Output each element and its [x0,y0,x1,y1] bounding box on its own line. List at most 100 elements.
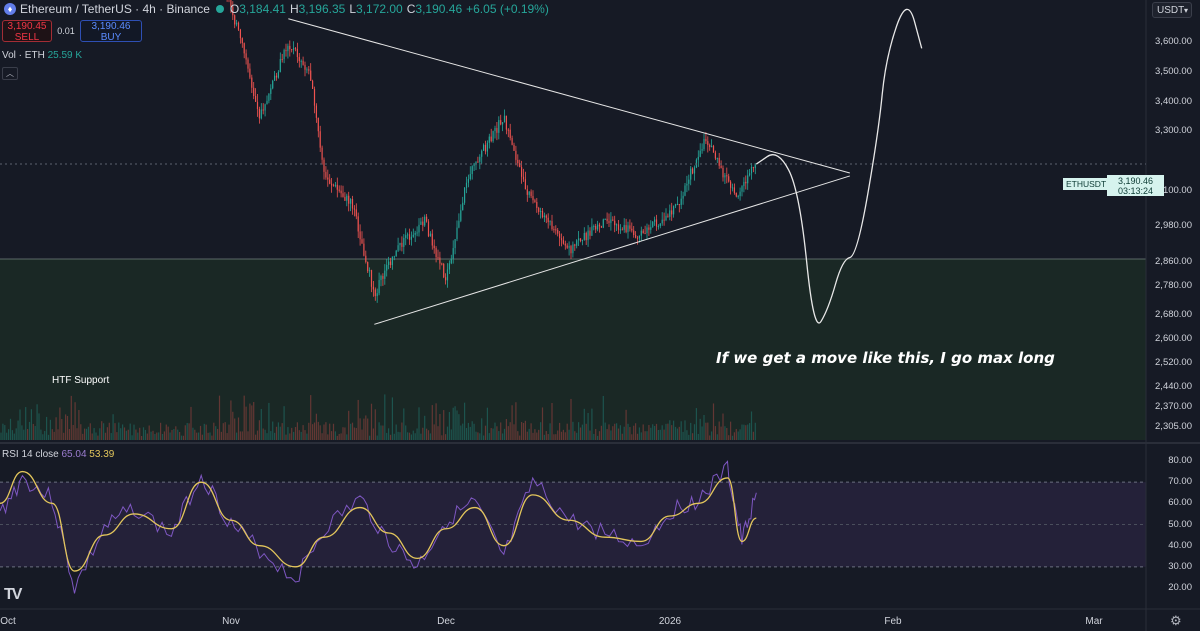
candle-body [553,229,555,231]
volume-bar [348,410,350,440]
volume-bar [106,427,108,440]
volume-bar [401,422,403,440]
volume-bar [583,408,585,440]
volume-bar [283,406,285,440]
volume-legend[interactable]: Vol · ETH 25.59 K [2,50,82,61]
candle-body [648,227,650,230]
volume-bar [245,406,247,440]
volume-bar [616,423,618,440]
volume-bar [686,430,688,440]
volume-bar [160,422,162,440]
candle-body [488,136,490,143]
currency-selector[interactable]: USDT ▾ [1152,2,1192,18]
candle-body [720,165,722,168]
volume-bar [55,417,57,440]
candle-body [716,157,718,159]
candle-body [627,225,629,233]
volume-bar [500,422,502,440]
collapse-chevron-icon[interactable]: ︿ [2,67,18,80]
volume-bar [163,431,165,440]
volume-bar [384,394,386,440]
volume-bar [144,429,146,440]
candle-body [709,145,711,148]
settings-gear-icon[interactable]: ⚙ [1170,613,1182,628]
volume-bar [692,433,694,440]
volume-bar [272,421,274,440]
candle-body [239,29,241,39]
volume-bar [44,431,46,440]
symbol-title[interactable]: Ethereum / TetherUS · 4h · Binance [20,2,210,16]
volume-bar [154,433,156,440]
volume-bar [426,428,428,440]
candle-body [393,256,395,258]
volume-bar [604,422,606,440]
volume-bar [574,431,576,440]
candle-body [304,64,306,70]
candle-body [361,239,363,244]
volume-bar [171,429,173,440]
volume-bar [471,421,473,440]
volume-bar [465,427,468,440]
volume-bar [481,418,483,440]
volume-bar [161,433,164,440]
candle-body [650,227,652,230]
volume-bar [695,408,697,440]
volume-bar [217,428,219,440]
candle-body [644,233,646,235]
volume-bar [9,418,12,440]
candle-body [344,196,346,201]
candle-body [331,183,333,186]
candle-body [454,239,456,249]
volume-bar [534,429,536,440]
volume-bar [530,423,532,440]
candle-body [230,0,232,7]
volume-bar [114,423,116,440]
candle-body [555,229,557,231]
candle-body [355,209,357,217]
candle-body [581,239,583,241]
buy-button[interactable]: 3,190.46 BUY [80,20,142,43]
sell-button[interactable]: 3,190.45 SELL [2,20,52,43]
volume-bar [281,423,283,440]
volume-bar [707,422,709,440]
candle-body [629,225,631,229]
volume-bar [334,431,336,440]
volume-bar [678,426,680,440]
volume-bar [427,430,430,440]
volume-bar [241,431,243,440]
volume-bar [388,428,390,440]
volume-bar [120,428,122,440]
volume-bar [312,424,314,440]
volume-bar [395,424,397,440]
tradingview-logo-icon[interactable]: TV [4,586,23,603]
volume-bar [452,407,454,440]
volume-bar [486,407,488,440]
volume-bar [19,409,21,440]
candle-body [384,270,386,279]
rsi-legend[interactable]: RSI 14 close 65.04 53.39 [2,449,114,460]
volume-bar [156,432,158,440]
volume-bar [659,429,661,440]
volume-bar [325,422,327,440]
volume-bar [627,423,629,440]
volume-bar [264,429,266,440]
volume-bar [310,395,312,440]
volume-bar [230,400,232,440]
volume-bar [180,435,183,440]
candle-body [431,233,433,246]
volume-bar [714,426,716,440]
candle-body [433,245,435,249]
price-axis-tick: 2,860.00 [1155,256,1192,267]
volume-bar [559,422,561,440]
volume-bar [730,421,732,440]
volume-bar [644,431,646,440]
volume-bar [521,422,523,440]
candle-body [460,210,462,221]
candle-body [302,60,304,65]
candle-body [272,80,274,89]
candle-body [583,233,585,240]
volume-bar [306,433,308,440]
volume-bar [397,431,399,440]
candle-body [329,179,331,184]
